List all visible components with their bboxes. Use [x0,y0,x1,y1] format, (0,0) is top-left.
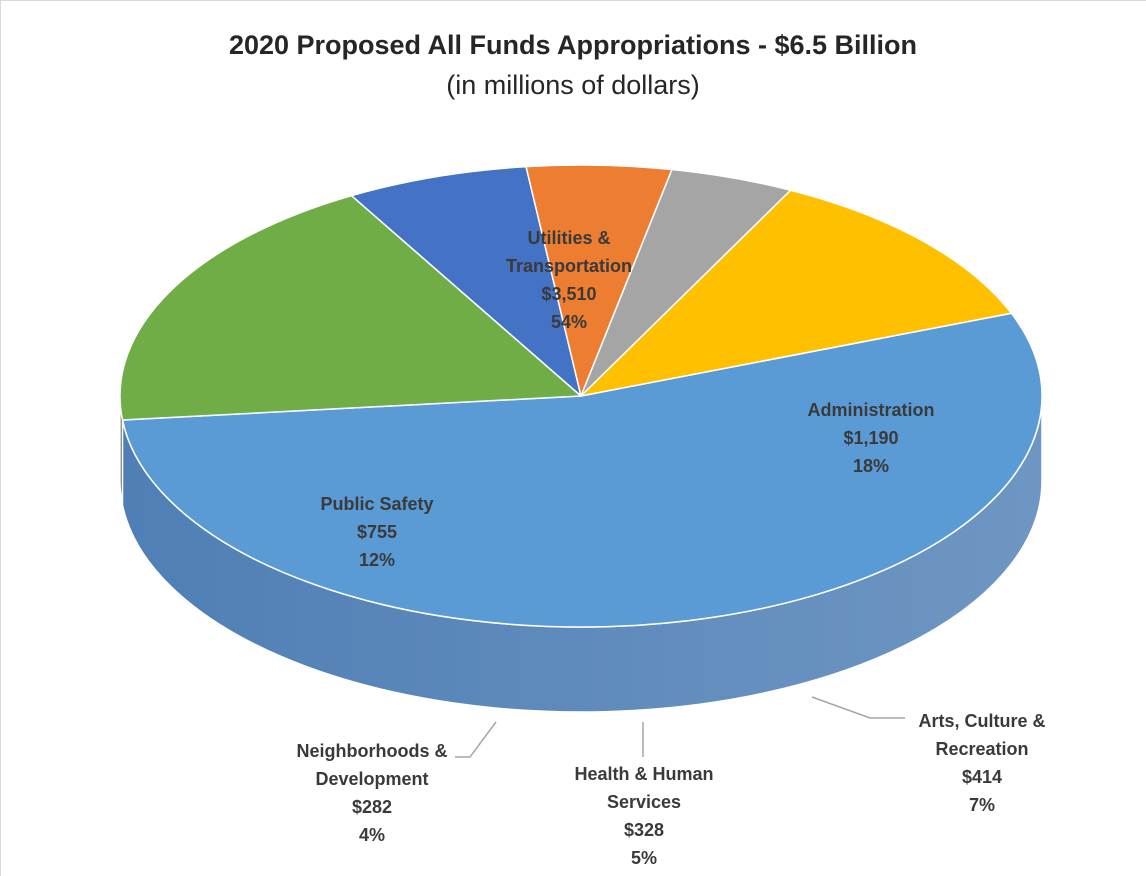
data-label-line: 7% [969,795,995,815]
leader-line [455,721,497,758]
data-label-line: Development [315,769,428,789]
pie-slice [119,194,582,421]
data-label-line: Recreation [935,739,1028,759]
data-label-line: 12% [359,550,395,570]
data-label-line: Transportation [506,256,632,276]
chart-title: 2020 Proposed All Funds Appropriations -… [228,30,918,60]
pie-slice [350,165,582,397]
pie-slice [121,312,1043,628]
data-label-line: $1,190 [843,428,898,448]
leader-line [811,696,905,719]
data-label-line: $282 [352,797,392,817]
data-label: Public Safety $755 12% [320,494,433,570]
data-label-line: $3,510 [541,284,596,304]
data-label: Health & Human Services $328 5% [574,764,713,868]
data-label-line: 5% [631,848,657,868]
data-label-line: $414 [962,767,1002,787]
data-label-line: Public Safety [320,494,433,514]
pie-slice [580,189,1013,397]
data-label-line: $755 [357,522,397,542]
chart-subtitle: (in millions of dollars) [446,70,700,100]
data-label: Neighborhoods & Development $282 4% [297,741,448,845]
data-label-line: Arts, Culture & [918,711,1045,731]
data-label-line: Neighborhoods & [297,741,448,761]
data-label-line: 18% [853,456,889,476]
data-label-line: Utilities & [527,228,610,248]
data-label-line: Administration [807,400,934,420]
data-label-line: 54% [551,312,587,332]
data-label: Arts, Culture & Recreation $414 7% [918,711,1045,815]
data-label: Administration $1,190 18% [807,400,934,476]
data-label-line: $328 [624,820,664,840]
data-label-line: 4% [359,825,385,845]
data-label-line: Services [607,792,681,812]
pie-slice [525,164,673,397]
data-label: Utilities & Transportation $3,510 54% [506,228,632,332]
data-label-line: Health & Human [574,764,713,784]
